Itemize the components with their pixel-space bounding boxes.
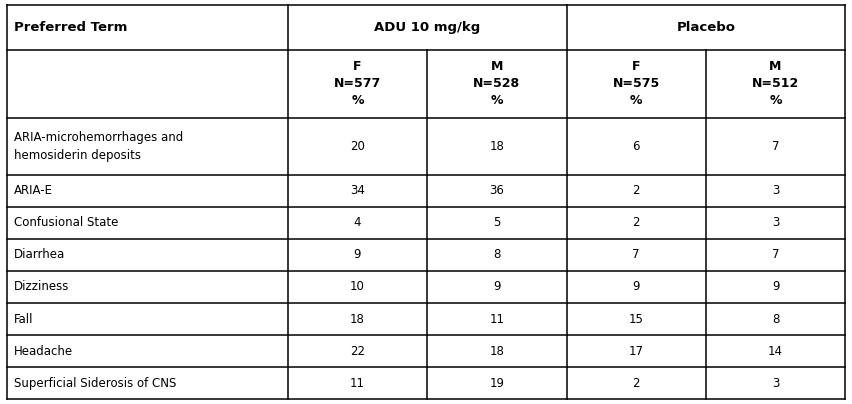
Text: 3: 3: [772, 377, 780, 389]
Text: Confusional State: Confusional State: [14, 217, 118, 229]
Text: Superficial Siderosis of CNS: Superficial Siderosis of CNS: [14, 377, 176, 389]
Text: 22: 22: [350, 345, 365, 358]
Text: 20: 20: [350, 140, 365, 153]
Text: 9: 9: [772, 280, 780, 293]
Text: 3: 3: [772, 217, 780, 229]
Text: 18: 18: [489, 140, 504, 153]
Text: 18: 18: [489, 345, 504, 358]
Text: 6: 6: [632, 140, 640, 153]
Text: 2: 2: [632, 377, 640, 389]
Text: F
N=575
%: F N=575 %: [613, 61, 659, 107]
Text: 10: 10: [350, 280, 365, 293]
Text: 4: 4: [354, 217, 361, 229]
Text: 18: 18: [350, 313, 365, 326]
Text: Diarrhea: Diarrhea: [14, 248, 65, 261]
Text: 8: 8: [493, 248, 500, 261]
Text: Dizziness: Dizziness: [14, 280, 69, 293]
Text: 9: 9: [354, 248, 361, 261]
Text: ARIA-E: ARIA-E: [14, 184, 53, 198]
Text: Headache: Headache: [14, 345, 72, 358]
Text: 34: 34: [350, 184, 365, 198]
Text: 11: 11: [350, 377, 365, 389]
Text: M
N=528
%: M N=528 %: [473, 61, 521, 107]
Text: Preferred Term: Preferred Term: [14, 21, 127, 34]
Text: 3: 3: [772, 184, 780, 198]
Text: 36: 36: [489, 184, 504, 198]
Text: 11: 11: [489, 313, 504, 326]
Text: 19: 19: [489, 377, 504, 389]
Text: 7: 7: [772, 248, 780, 261]
Text: ADU 10 mg/kg: ADU 10 mg/kg: [374, 21, 481, 34]
Text: 5: 5: [493, 217, 500, 229]
Text: 2: 2: [632, 217, 640, 229]
Text: 8: 8: [772, 313, 780, 326]
Text: Fall: Fall: [14, 313, 33, 326]
Text: 17: 17: [629, 345, 643, 358]
Text: 14: 14: [768, 345, 783, 358]
Text: 7: 7: [772, 140, 780, 153]
Text: M
N=512
%: M N=512 %: [752, 61, 799, 107]
Text: 15: 15: [629, 313, 643, 326]
Text: 2: 2: [632, 184, 640, 198]
Text: ARIA-microhemorrhages and
hemosiderin deposits: ARIA-microhemorrhages and hemosiderin de…: [14, 131, 183, 162]
Text: 9: 9: [632, 280, 640, 293]
Text: 7: 7: [632, 248, 640, 261]
Text: 9: 9: [493, 280, 501, 293]
Text: Placebo: Placebo: [676, 21, 735, 34]
Text: F
N=577
%: F N=577 %: [334, 61, 381, 107]
